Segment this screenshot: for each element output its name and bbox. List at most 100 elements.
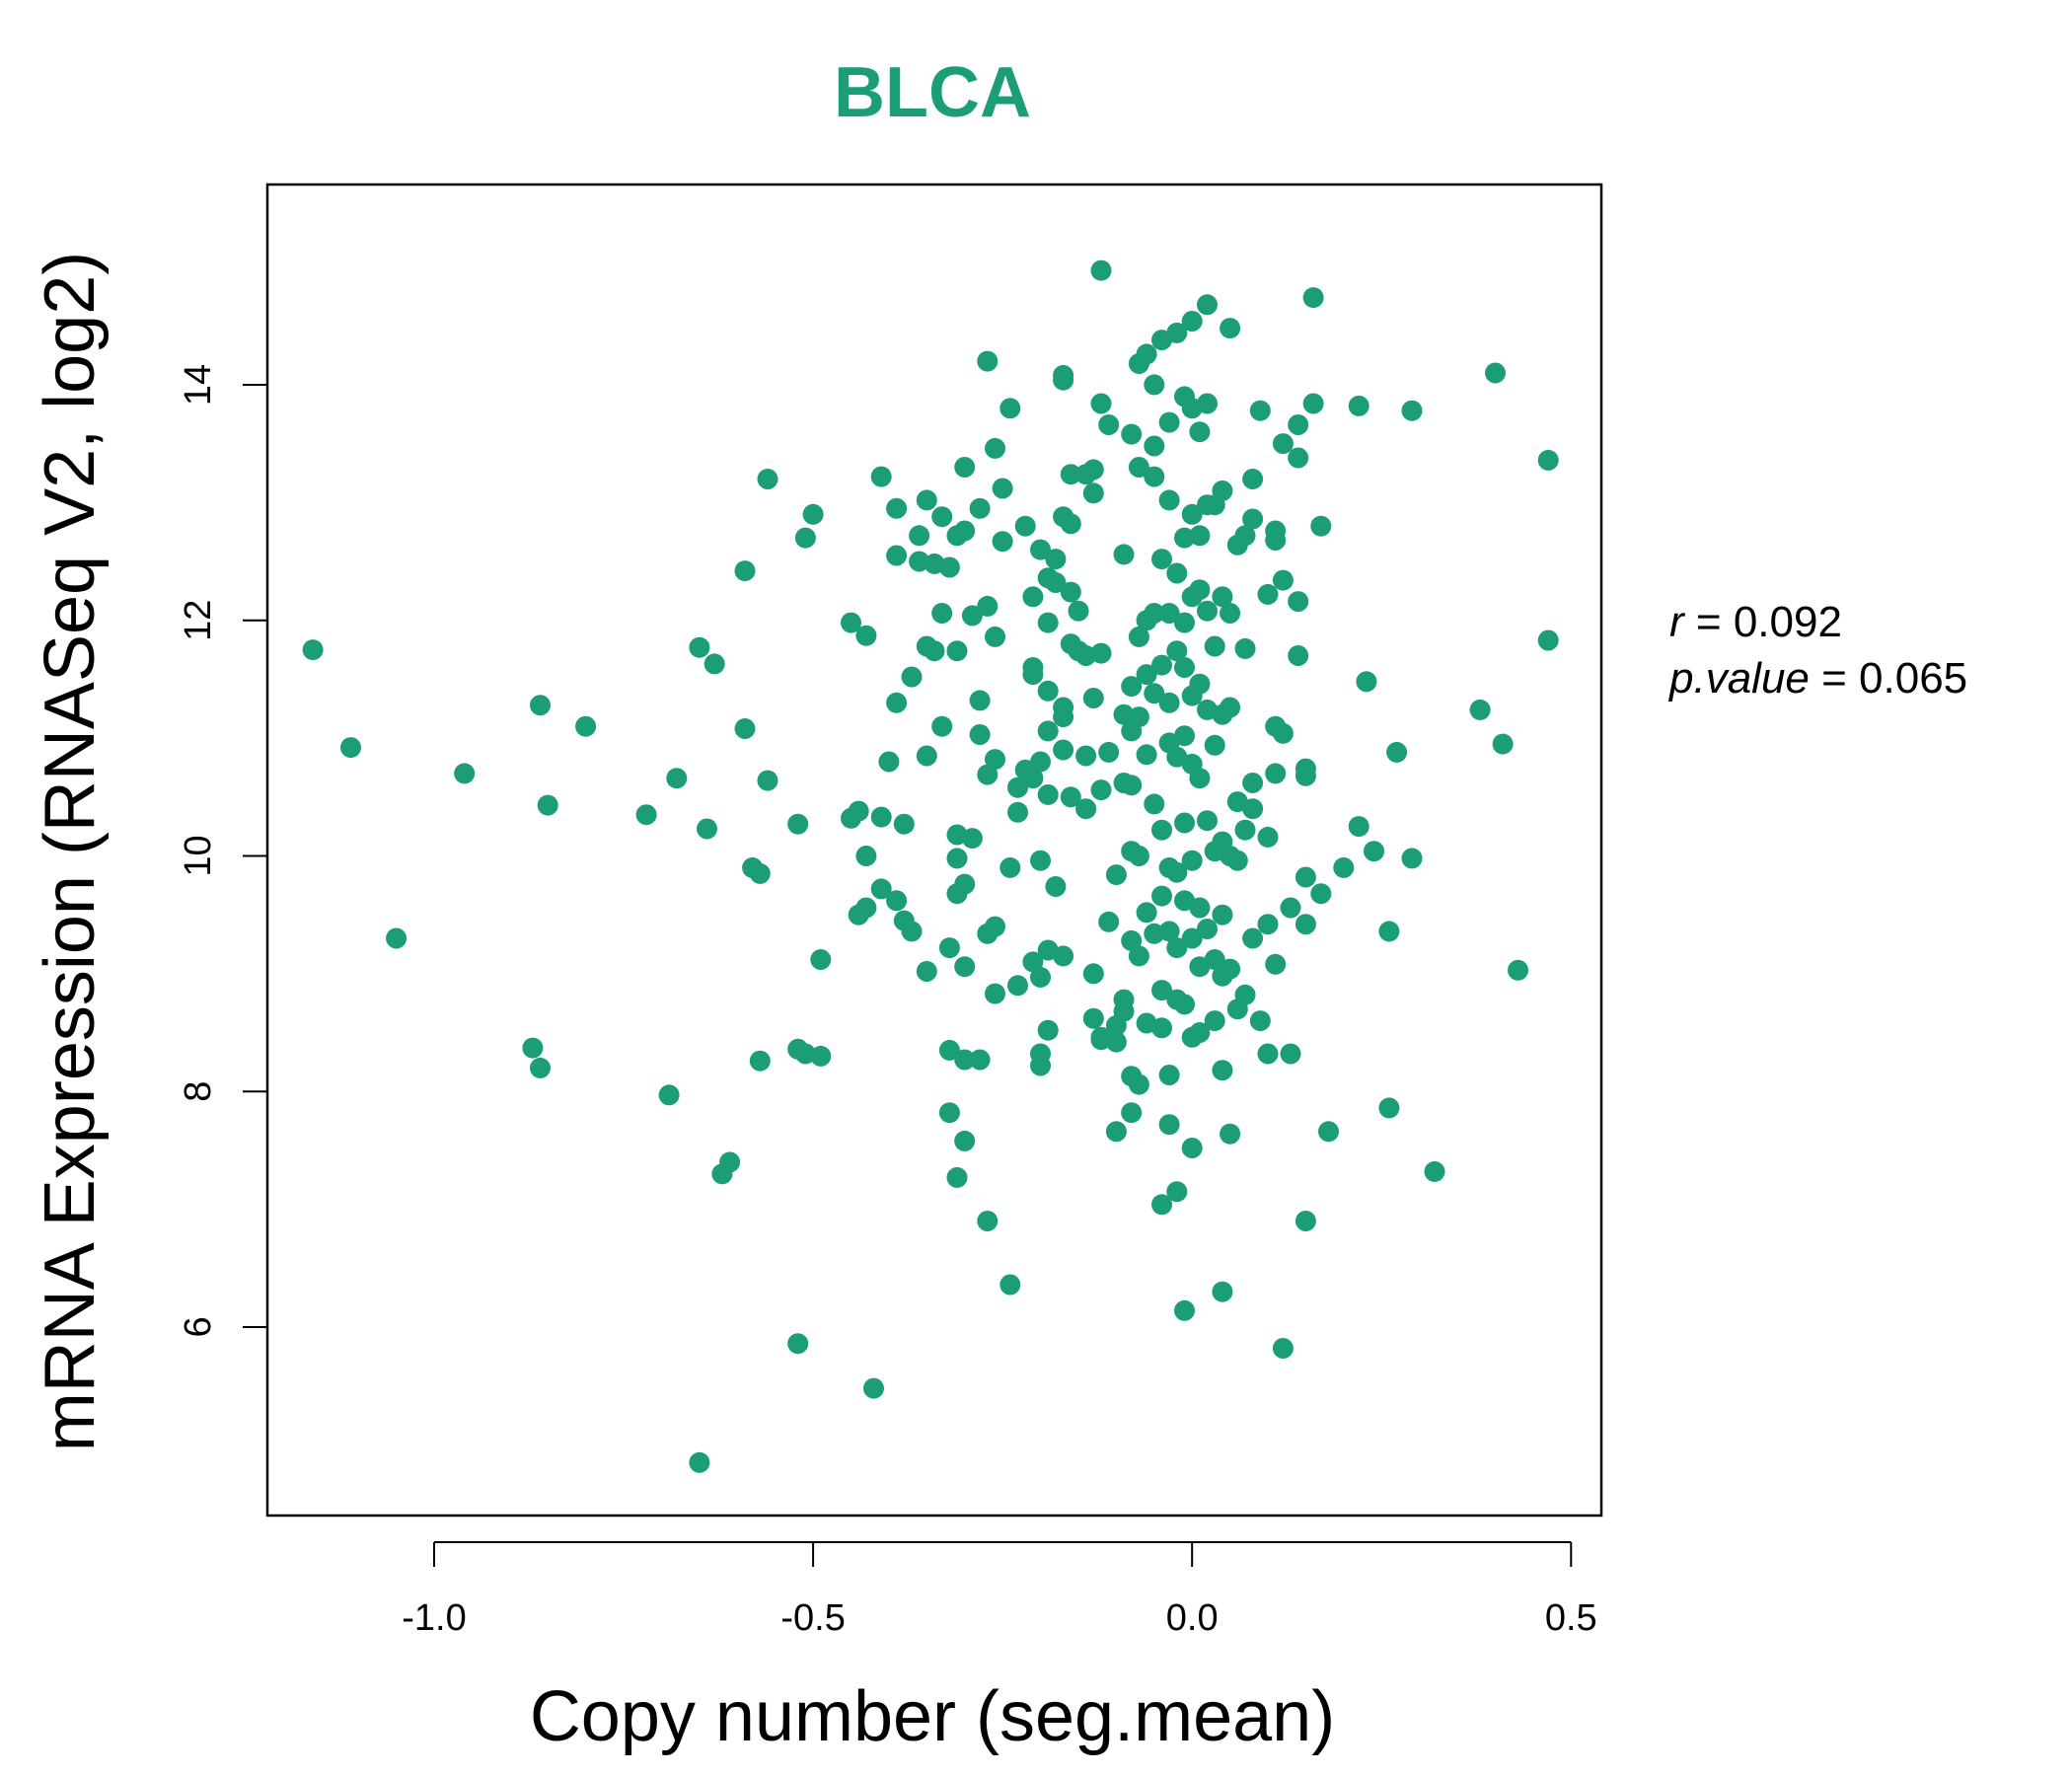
data-point-259 (1204, 949, 1225, 970)
data-point-116 (1030, 1055, 1051, 1076)
data-point-112 (1030, 539, 1051, 560)
data-point-332 (1492, 733, 1514, 755)
data-point-211 (1158, 1065, 1180, 1085)
data-point-287 (1242, 798, 1264, 820)
data-point-207 (1158, 692, 1180, 713)
data-point-143 (1075, 798, 1097, 820)
data-point-8 (575, 715, 597, 737)
data-point-99 (999, 1274, 1021, 1295)
data-point-288 (1249, 400, 1271, 421)
data-point-125 (1045, 572, 1067, 593)
data-point-248 (1197, 294, 1218, 316)
data-point-280 (1234, 637, 1256, 659)
data-point-52 (901, 921, 923, 942)
data-point-73 (946, 1166, 968, 1188)
data-point-247 (1189, 1022, 1211, 1043)
data-point-153 (1090, 779, 1112, 801)
data-point-324 (1378, 921, 1400, 942)
data-point-106 (1022, 586, 1044, 608)
data-point-149 (1082, 1007, 1104, 1029)
data-point-78 (954, 1049, 976, 1071)
data-point-183 (1136, 343, 1157, 365)
data-point-139 (1068, 600, 1089, 622)
data-point-145 (1082, 459, 1104, 481)
data-point-191 (1144, 466, 1165, 487)
data-point-290 (1257, 583, 1279, 605)
data-point-240 (1189, 421, 1211, 443)
data-point-156 (1098, 414, 1120, 435)
x-tick-label: -0.5 (780, 1597, 845, 1639)
data-point-131 (1053, 739, 1074, 761)
data-point-301 (1272, 1338, 1294, 1359)
plot-frame (265, 183, 1603, 1517)
data-point-101 (1007, 777, 1028, 798)
data-point-51 (901, 666, 923, 688)
data-point-245 (1189, 897, 1211, 919)
data-point-203 (1151, 1194, 1172, 1216)
stat-p-eq: = (1810, 654, 1859, 703)
data-point-169 (1121, 676, 1143, 698)
data-point-180 (1128, 846, 1149, 866)
data-point-201 (1151, 980, 1172, 1001)
data-point-128 (1053, 364, 1074, 386)
data-point-30 (802, 503, 824, 525)
data-point-100 (999, 398, 1021, 419)
data-point-1 (340, 737, 361, 759)
data-point-37 (855, 625, 877, 646)
data-point-64 (938, 556, 960, 578)
data-point-47 (886, 890, 908, 912)
data-point-228 (1174, 994, 1195, 1015)
data-point-159 (1105, 864, 1127, 886)
data-point-132 (1053, 706, 1074, 728)
data-point-147 (1082, 688, 1104, 708)
data-point-321 (1348, 816, 1369, 838)
data-point-79 (954, 1130, 976, 1151)
stat-p-label: p.value (1667, 654, 1810, 703)
data-point-167 (1113, 1000, 1135, 1022)
data-point-110 (1022, 951, 1044, 973)
data-point-305 (1288, 447, 1309, 469)
data-point-267 (1212, 1060, 1233, 1081)
data-point-141 (1075, 645, 1097, 666)
data-point-75 (954, 520, 976, 542)
data-point-65 (938, 937, 960, 959)
data-point-254 (1197, 919, 1218, 939)
data-point-61 (931, 715, 953, 737)
data-point-310 (1295, 866, 1316, 888)
data-point-3 (454, 763, 476, 784)
data-point-108 (1022, 664, 1044, 686)
data-point-265 (1212, 904, 1233, 925)
data-point-318 (1318, 1121, 1339, 1143)
data-point-41 (870, 466, 892, 487)
data-point-222 (1174, 527, 1195, 549)
data-point-114 (1030, 850, 1051, 871)
data-point-192 (1144, 603, 1165, 624)
data-point-197 (1151, 549, 1172, 570)
data-point-4 (522, 1037, 544, 1059)
data-point-243 (1189, 673, 1211, 695)
data-point-60 (924, 640, 945, 662)
data-point-273 (1220, 958, 1241, 980)
data-point-189 (1144, 374, 1165, 396)
data-point-316 (1310, 515, 1332, 537)
data-point-58 (916, 745, 937, 767)
data-point-151 (1090, 393, 1112, 414)
y-tick-label: 6 (178, 1316, 219, 1337)
data-point-17 (719, 1151, 741, 1173)
data-point-42 (870, 878, 892, 900)
data-point-14 (697, 818, 717, 840)
data-point-28 (794, 527, 816, 549)
data-point-49 (893, 813, 915, 835)
data-point-256 (1204, 635, 1225, 657)
data-point-63 (931, 603, 953, 624)
data-point-19 (734, 718, 756, 739)
data-point-262 (1212, 586, 1233, 608)
data-point-269 (1220, 318, 1241, 339)
data-point-182 (1128, 1073, 1149, 1095)
data-point-302 (1272, 433, 1294, 455)
data-point-95 (985, 916, 1005, 937)
data-point-24 (757, 770, 778, 791)
data-point-241 (1189, 525, 1211, 547)
data-point-314 (1302, 393, 1324, 414)
